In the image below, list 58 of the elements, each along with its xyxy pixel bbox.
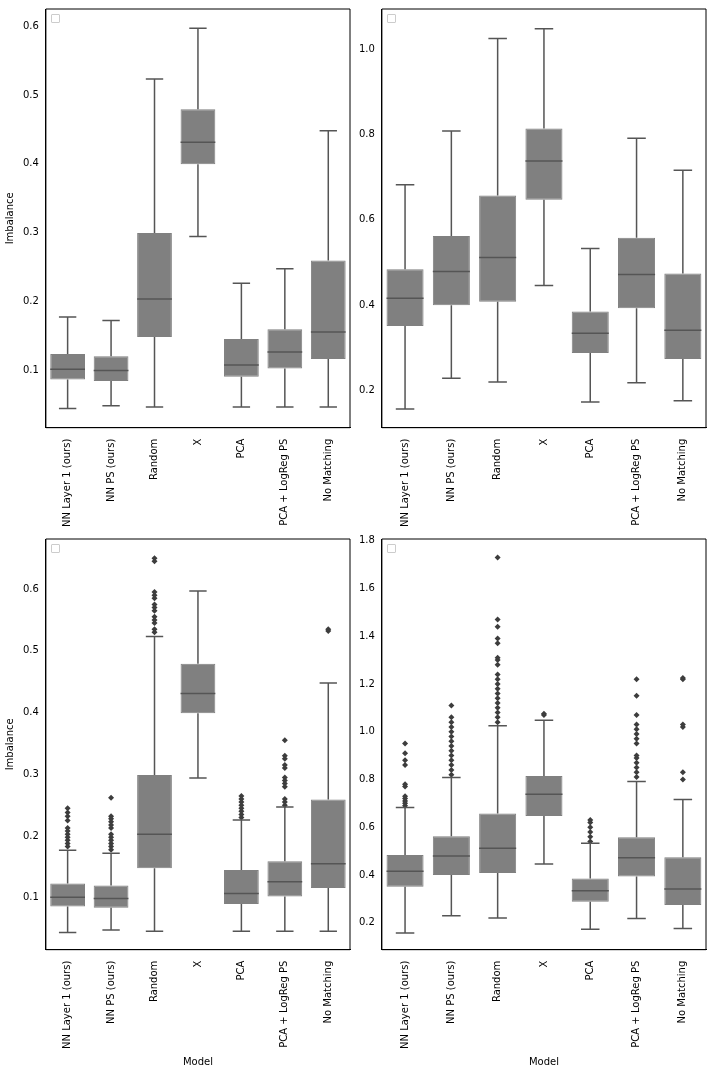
x-tick-label: PCA + LogReg PS [278,438,290,526]
y-tick-label: 0.4 [359,298,375,310]
y-tick-label: 0.1 [23,363,39,375]
x-tick-label: X [537,960,549,968]
x-tick-label: PCA + LogReg PS [630,438,642,526]
x-tick-label: NN PS (ours) [444,960,456,1024]
x-axis-title: Model [528,1055,559,1067]
y-tick-label: 1.6 [359,582,375,594]
y-tick-label: 0.3 [23,767,39,779]
y-axis-title: Imbalance [3,192,15,245]
x-tick-label: No Matching [676,438,688,502]
x-tick-label: No Matching [321,438,333,502]
x-tick-label: NN Layer 1 (ours) [398,438,410,528]
y-axis-title: Imbalance [3,718,15,771]
y-tick-label: 0.4 [23,706,39,718]
y-tick-label: 0.4 [23,157,39,169]
y-tick-label: 0.6 [359,213,375,225]
x-tick-label: Random [148,960,160,1003]
x-tick-label: X [537,438,549,446]
y-tick-label: 0.2 [359,384,375,396]
x-tick-label: Random [491,960,503,1003]
y-tick-label: 0.4 [359,868,375,880]
y-tick-label: 0.1 [23,891,39,903]
y-tick-label: 0.8 [359,773,375,785]
x-tick-label: PCA [234,438,246,459]
y-tick-label: 0.5 [23,644,39,656]
y-tick-label: 0.2 [359,916,375,928]
y-tick-label: 0.2 [23,829,39,841]
x-tick-label: No Matching [321,960,333,1024]
y-tick-label: 1.2 [359,677,375,689]
y-tick-label: 0.8 [359,128,375,140]
x-tick-label: NN PS (ours) [104,438,116,502]
y-tick-label: 0.6 [23,19,39,31]
x-tick-label: Random [148,438,160,481]
x-tick-label: X [191,438,203,446]
x-tick-label: X [191,960,203,968]
y-tick-label: 1.4 [359,629,375,641]
x-tick-label: PCA [583,960,595,981]
y-tick-label: 1.8 [359,534,375,546]
x-tick-label: NN PS (ours) [104,960,116,1024]
y-tick-label: 0.2 [23,294,39,306]
y-tick-label: 1.0 [359,725,375,737]
x-tick-label: PCA + LogReg PS [278,960,290,1048]
y-tick-label: 0.6 [359,820,375,832]
x-tick-label: NN PS (ours) [444,438,456,502]
x-tick-label: NN Layer 1 (ours) [61,960,73,1050]
x-tick-label: PCA [234,960,246,981]
x-tick-label: Random [491,438,503,481]
x-tick-label: PCA [583,438,595,459]
x-tick-label: PCA + LogReg PS [630,960,642,1048]
x-tick-label: NN Layer 1 (ours) [61,438,73,528]
x-tick-label: No Matching [676,960,688,1024]
y-tick-label: 0.6 [23,582,39,594]
y-tick-label: 0.5 [23,88,39,100]
y-tick-label: 1.0 [359,42,375,54]
y-tick-label: 0.3 [23,226,39,238]
x-tick-label: NN Layer 1 (ours) [398,960,410,1050]
x-axis-title: Model [182,1055,213,1067]
